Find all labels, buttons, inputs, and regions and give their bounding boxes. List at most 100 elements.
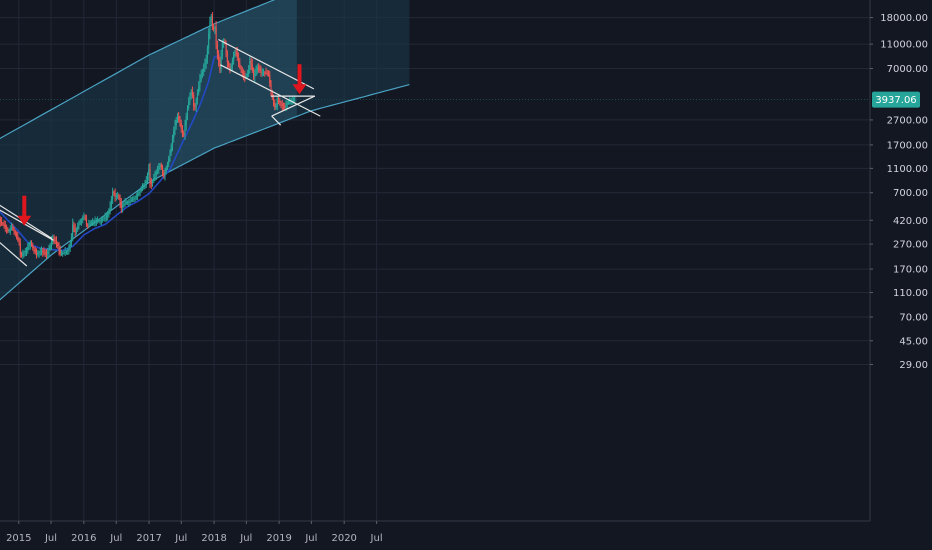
candle-body <box>276 98 278 108</box>
candle-body <box>233 54 235 61</box>
candle-body <box>119 197 121 203</box>
candle-body <box>273 97 275 103</box>
candle-body <box>129 201 131 203</box>
candle-body <box>220 56 222 70</box>
candle-body <box>59 249 61 254</box>
candle-body <box>8 230 10 232</box>
candle-body <box>287 100 289 103</box>
x-tick-label: Jul <box>239 533 252 544</box>
candle-body <box>34 249 36 252</box>
trendline <box>0 209 54 241</box>
candle-body <box>12 227 14 230</box>
candle-body <box>104 217 106 219</box>
candle-body <box>215 27 217 45</box>
candle-body <box>219 61 221 70</box>
candle-body <box>194 106 196 108</box>
candle-body <box>108 210 110 214</box>
candle-body <box>250 60 252 65</box>
x-tick-label: Jul <box>370 533 383 544</box>
candle-body <box>149 169 151 182</box>
y-axis[interactable]: 80000.0050000.0030000.0018000.0011000.00… <box>869 0 928 521</box>
candle-body <box>234 51 236 55</box>
candle-body <box>130 200 132 202</box>
candle-body <box>125 202 127 204</box>
candle-body <box>113 192 115 194</box>
candle-body <box>127 201 129 203</box>
candle-body <box>157 169 159 173</box>
candle-body <box>0 218 1 222</box>
candle-body <box>189 96 191 102</box>
candle-body <box>183 133 185 135</box>
candle-body <box>191 91 193 96</box>
y-tick-label: 18000.00 <box>880 13 928 24</box>
candle-body <box>284 106 286 108</box>
candle-body <box>152 181 154 185</box>
candle-body <box>259 68 261 71</box>
candle-body <box>80 219 82 222</box>
candle-body <box>4 224 6 227</box>
candle-body <box>58 245 60 250</box>
trendline <box>271 115 282 126</box>
candle-body <box>174 125 176 131</box>
candle-body <box>43 251 45 253</box>
candle-body <box>254 73 256 77</box>
candle-body <box>206 48 208 59</box>
candle-body <box>292 99 294 101</box>
candle-body <box>255 70 257 74</box>
candle-body <box>55 241 57 244</box>
candle-body <box>114 193 116 198</box>
candle-body <box>87 224 89 226</box>
candle-body <box>280 102 282 105</box>
candle-body <box>195 99 197 107</box>
candle-body <box>69 243 71 247</box>
candle-body <box>264 72 266 74</box>
candle-body <box>39 251 41 253</box>
candle-body <box>70 237 72 244</box>
candle-body <box>241 70 243 73</box>
candle-body <box>115 196 117 198</box>
candle-body <box>94 221 96 223</box>
candle-body <box>164 171 166 176</box>
candle-body <box>140 189 142 191</box>
candle-body <box>245 75 247 78</box>
candle-body <box>27 247 29 250</box>
candle-body <box>239 62 241 68</box>
candle-body <box>88 224 90 226</box>
candle-body <box>84 217 86 219</box>
candle-body <box>92 222 94 224</box>
x-axis[interactable]: 2014Jul2015Jul2016Jul2017Jul2018Jul2019J… <box>0 520 870 544</box>
candle-body <box>122 205 124 208</box>
arrow-head <box>17 215 32 226</box>
candle-body <box>139 191 141 193</box>
candle-body <box>184 125 186 135</box>
candle-body <box>169 152 171 159</box>
channel-fill <box>0 0 410 300</box>
candle-body <box>7 229 9 232</box>
candle-body <box>285 105 287 108</box>
candle-body <box>211 16 213 27</box>
candle-body <box>258 66 260 69</box>
candle-body <box>203 68 205 72</box>
candle-body <box>132 199 134 201</box>
candle-body <box>166 163 168 168</box>
x-tick-label: 2017 <box>136 533 161 544</box>
candle-body <box>286 102 288 106</box>
candle-body <box>204 63 206 69</box>
candle-body <box>160 164 162 168</box>
candle-body <box>49 246 51 249</box>
candle-layer <box>0 12 296 260</box>
marker-layer <box>17 64 307 226</box>
candle-body <box>283 105 285 107</box>
candle-body <box>230 67 232 70</box>
candle-body <box>13 229 15 232</box>
candle-body <box>180 123 182 128</box>
candle-body <box>1 221 3 224</box>
candle-body <box>21 254 23 256</box>
candle-body <box>137 194 139 197</box>
candle-body <box>209 21 211 34</box>
candle-body <box>64 252 66 253</box>
x-tick-label: 2015 <box>6 533 31 544</box>
y-tick-label: 420.00 <box>893 216 928 227</box>
candle-body <box>186 108 188 117</box>
